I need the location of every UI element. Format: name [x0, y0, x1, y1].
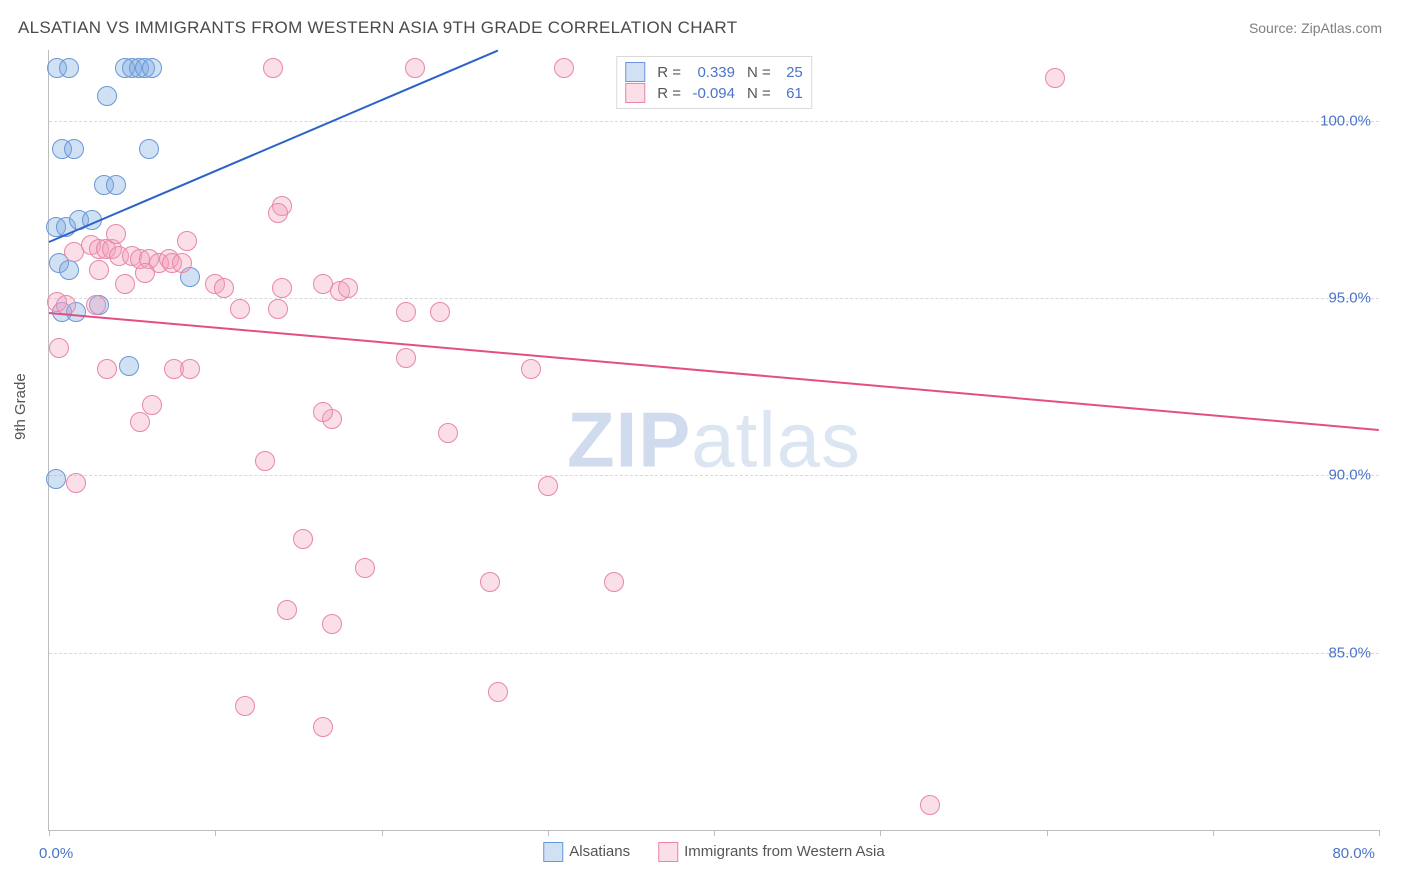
data-point-immigrants — [268, 203, 288, 223]
data-point-immigrants — [172, 253, 192, 273]
x-tick — [1047, 830, 1048, 836]
data-point-immigrants — [338, 278, 358, 298]
data-point-immigrants — [293, 529, 313, 549]
gridline — [49, 653, 1379, 654]
x-tick — [382, 830, 383, 836]
x-tick — [49, 830, 50, 836]
x-tick — [1213, 830, 1214, 836]
data-point-immigrants — [480, 572, 500, 592]
data-point-immigrants — [322, 614, 342, 634]
data-point-immigrants — [538, 476, 558, 496]
legend-row-alsatians: R =0.339 N =25 — [625, 62, 803, 82]
data-point-immigrants — [86, 295, 106, 315]
data-point-immigrants — [554, 58, 574, 78]
gridline — [49, 475, 1379, 476]
data-point-immigrants — [604, 572, 624, 592]
data-point-alsatians — [142, 58, 162, 78]
data-point-alsatians — [46, 469, 66, 489]
data-point-immigrants — [66, 473, 86, 493]
legend-item-alsatians: Alsatians — [543, 842, 630, 862]
data-point-immigrants — [1045, 68, 1065, 88]
data-point-immigrants — [313, 717, 333, 737]
trendline-immigrants — [49, 312, 1379, 431]
data-point-immigrants — [920, 795, 940, 815]
source-attribution: Source: ZipAtlas.com — [1249, 20, 1382, 36]
data-point-immigrants — [263, 58, 283, 78]
legend-swatch-alsatians-icon — [543, 842, 563, 862]
y-tick-label: 95.0% — [1328, 290, 1371, 307]
y-tick-label: 100.0% — [1320, 112, 1371, 129]
gridline — [49, 121, 1379, 122]
series-legend: Alsatians Immigrants from Western Asia — [543, 842, 885, 862]
data-point-immigrants — [313, 402, 333, 422]
data-point-immigrants — [115, 274, 135, 294]
data-point-immigrants — [97, 359, 117, 379]
data-point-immigrants — [49, 338, 69, 358]
data-point-immigrants — [521, 359, 541, 379]
data-point-alsatians — [139, 139, 159, 159]
legend-row-immigrants: R =-0.094 N =61 — [625, 83, 803, 103]
data-point-immigrants — [405, 58, 425, 78]
y-tick-label: 90.0% — [1328, 467, 1371, 484]
legend-swatch-alsatians — [625, 62, 645, 82]
y-tick-label: 85.0% — [1328, 644, 1371, 661]
data-point-immigrants — [355, 558, 375, 578]
data-point-alsatians — [97, 86, 117, 106]
data-point-immigrants — [235, 696, 255, 716]
data-point-immigrants — [89, 260, 109, 280]
gridline — [49, 298, 1379, 299]
data-point-immigrants — [277, 600, 297, 620]
x-tick — [215, 830, 216, 836]
data-point-immigrants — [177, 231, 197, 251]
data-point-immigrants — [488, 682, 508, 702]
data-point-immigrants — [180, 359, 200, 379]
legend-swatch-immigrants — [625, 83, 645, 103]
plot-area: ZIPatlas R =0.339 N =25 R =-0.094 N =61 … — [48, 50, 1379, 831]
data-point-immigrants — [135, 263, 155, 283]
x-tick — [548, 830, 549, 836]
data-point-immigrants — [430, 302, 450, 322]
data-point-immigrants — [230, 299, 250, 319]
chart-title: ALSATIAN VS IMMIGRANTS FROM WESTERN ASIA… — [18, 18, 737, 38]
data-point-alsatians — [106, 175, 126, 195]
x-axis-max-label: 80.0% — [1332, 845, 1375, 862]
legend-swatch-immigrants-icon — [658, 842, 678, 862]
legend-item-immigrants: Immigrants from Western Asia — [658, 842, 885, 862]
data-point-immigrants — [438, 423, 458, 443]
data-point-alsatians — [59, 58, 79, 78]
data-point-immigrants — [272, 278, 292, 298]
data-point-alsatians — [64, 139, 84, 159]
data-point-immigrants — [396, 348, 416, 368]
x-tick — [880, 830, 881, 836]
data-point-immigrants — [214, 278, 234, 298]
x-axis-min-label: 0.0% — [39, 845, 73, 862]
data-point-immigrants — [396, 302, 416, 322]
correlation-legend: R =0.339 N =25 R =-0.094 N =61 — [616, 56, 812, 109]
data-point-immigrants — [106, 224, 126, 244]
data-point-immigrants — [142, 395, 162, 415]
data-point-alsatians — [59, 260, 79, 280]
data-point-immigrants — [255, 451, 275, 471]
data-point-alsatians — [119, 356, 139, 376]
x-tick — [714, 830, 715, 836]
y-axis-label: 9th Grade — [12, 373, 29, 440]
x-tick — [1379, 830, 1380, 836]
data-point-immigrants — [268, 299, 288, 319]
data-point-immigrants — [130, 412, 150, 432]
watermark: ZIPatlas — [567, 395, 861, 486]
